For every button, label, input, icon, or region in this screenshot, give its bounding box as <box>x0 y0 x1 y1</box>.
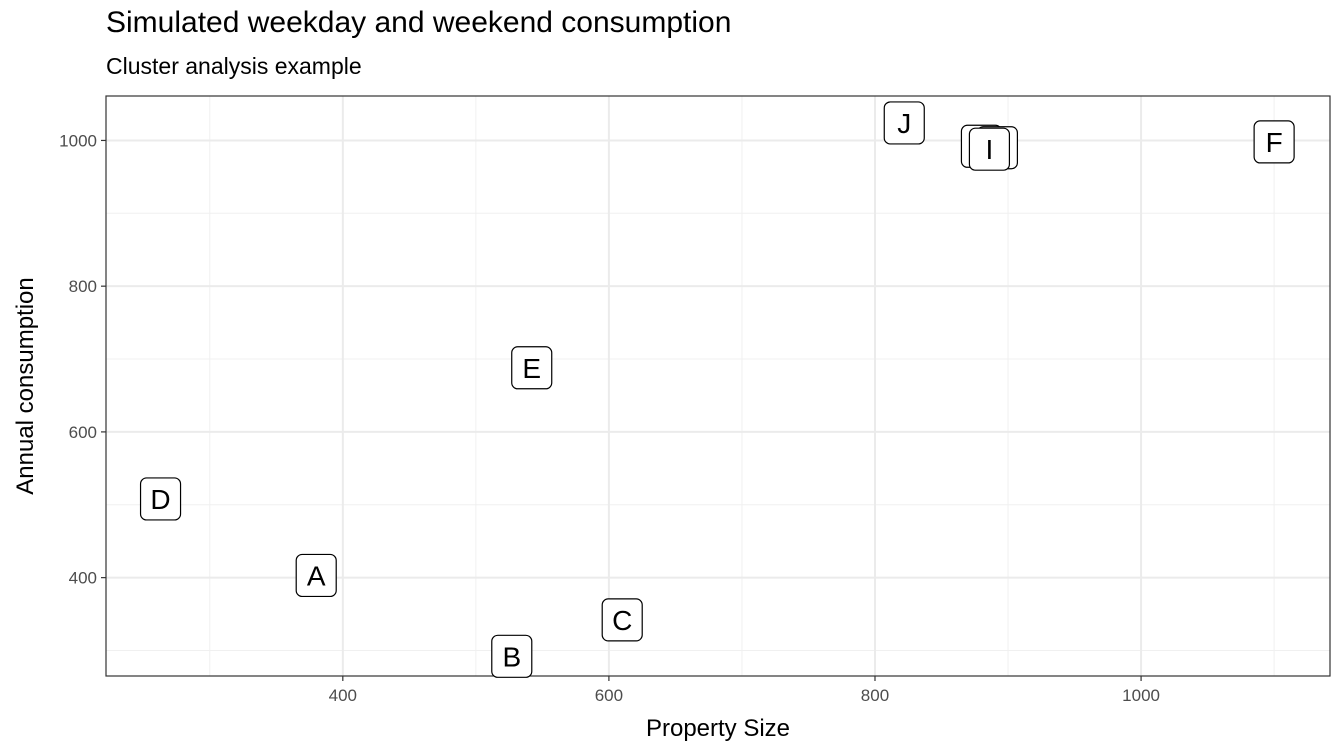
y-tick-label: 1000 <box>59 131 97 150</box>
data-points: ABCDEFGHIJ <box>139 101 1295 678</box>
data-point-b: B <box>491 634 533 678</box>
point-label: I <box>986 134 994 165</box>
chart-title: Simulated weekday and weekend consumptio… <box>106 6 732 39</box>
x-tick-label: 600 <box>595 686 623 705</box>
point-label: B <box>502 641 521 672</box>
point-label: A <box>307 560 326 591</box>
chart-subtitle: Cluster analysis example <box>106 53 362 79</box>
x-tick-label: 1000 <box>1122 686 1160 705</box>
point-label: F <box>1266 127 1283 158</box>
plot-panel-border <box>105 95 1331 677</box>
y-tick-label: 800 <box>69 277 97 296</box>
point-label-box <box>139 477 182 521</box>
point-label: D <box>150 484 170 515</box>
point-label-box <box>491 634 533 678</box>
y-axis-title: Annual consumption <box>12 277 39 494</box>
data-point-f: F <box>1253 120 1295 164</box>
point-label-box <box>968 127 1011 171</box>
point-label-box <box>1253 120 1295 164</box>
data-point-e: E <box>511 346 553 390</box>
point-label: J <box>897 108 911 139</box>
data-point-a: A <box>295 553 337 598</box>
point-label-box <box>601 598 643 642</box>
y-tick-label: 600 <box>69 423 97 442</box>
y-tick-label: 400 <box>69 569 97 588</box>
data-point-j: J <box>883 101 925 145</box>
point-label: C <box>612 605 632 636</box>
x-tick-label: 400 <box>329 686 357 705</box>
grid-layer <box>106 96 1330 676</box>
x-axis-title: Property Size <box>646 715 790 742</box>
x-tick-label: 800 <box>861 686 889 705</box>
data-point-d: D <box>139 477 182 521</box>
point-label-box <box>883 101 925 145</box>
data-point-c: C <box>601 598 643 642</box>
point-label: E <box>522 353 541 384</box>
data-point-i: I <box>968 127 1011 171</box>
point-label-box <box>295 553 337 598</box>
point-label-box <box>511 346 553 390</box>
axis-ticks: 400 600 800 1000 400 600 800 1000 <box>59 131 1160 705</box>
